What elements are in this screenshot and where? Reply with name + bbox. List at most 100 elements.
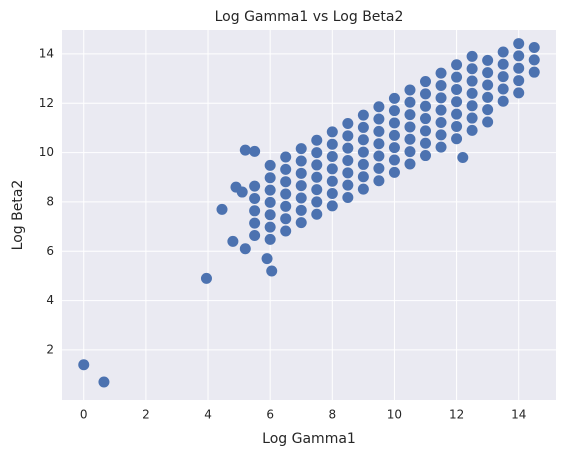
point: [342, 117, 354, 129]
point: [513, 75, 525, 87]
point: [249, 205, 261, 217]
point: [227, 235, 239, 247]
point: [216, 203, 228, 215]
point: [264, 159, 276, 171]
point: [311, 159, 323, 171]
point: [357, 146, 369, 158]
point: [420, 76, 432, 88]
point: [311, 196, 323, 208]
point: [404, 96, 416, 108]
point: [451, 83, 463, 95]
point: [388, 129, 400, 141]
point: [98, 376, 110, 388]
point: [482, 54, 494, 66]
x-tick-label: 12: [449, 408, 464, 422]
point: [326, 151, 338, 163]
point: [513, 38, 525, 50]
point: [420, 100, 432, 112]
point: [280, 225, 292, 237]
point: [342, 191, 354, 203]
point: [466, 63, 478, 75]
point: [404, 133, 416, 145]
point: [435, 117, 447, 128]
point: [280, 176, 292, 188]
y-tick-label: 12: [39, 96, 54, 110]
point: [357, 183, 369, 195]
point: [200, 272, 212, 284]
point: [373, 175, 385, 187]
point: [295, 204, 307, 216]
point: [373, 162, 385, 174]
point: [497, 71, 509, 83]
point: [261, 253, 273, 265]
point: [451, 108, 463, 120]
point: [280, 163, 292, 175]
point: [342, 130, 354, 142]
point: [388, 117, 400, 129]
point: [264, 172, 276, 184]
point: [342, 179, 354, 191]
point: [311, 134, 323, 146]
point: [326, 126, 338, 138]
y-tick-label: 2: [46, 342, 54, 356]
point: [239, 243, 251, 255]
point: [295, 192, 307, 204]
point: [388, 105, 400, 117]
point: [513, 87, 525, 99]
point: [420, 113, 432, 125]
point: [420, 137, 432, 149]
point: [373, 138, 385, 150]
point: [388, 166, 400, 178]
point: [357, 171, 369, 183]
point: [497, 46, 509, 58]
point: [295, 143, 307, 155]
point: [528, 66, 540, 78]
point: [482, 79, 494, 91]
point: [295, 217, 307, 229]
point: [357, 134, 369, 146]
x-tick-label: 8: [328, 408, 336, 422]
point: [513, 50, 525, 62]
x-axis-label: Log Gamma1: [262, 431, 356, 447]
x-tick-label: 10: [387, 408, 402, 422]
point: [280, 200, 292, 212]
point: [373, 150, 385, 162]
point: [280, 213, 292, 225]
point: [435, 104, 447, 116]
point: [373, 101, 385, 113]
point: [435, 67, 447, 79]
point: [466, 112, 478, 124]
point: [420, 125, 432, 137]
point: [264, 221, 276, 233]
x-tick-label: 4: [204, 408, 212, 422]
point: [497, 58, 509, 70]
point: [451, 120, 463, 132]
point: [388, 92, 400, 104]
point: [311, 171, 323, 183]
point: [280, 151, 292, 163]
point: [311, 208, 323, 220]
point: [451, 133, 463, 145]
y-axis-label: Log Beta2: [10, 180, 26, 251]
x-tick-label: 14: [511, 408, 526, 422]
point: [466, 100, 478, 112]
point: [404, 158, 416, 170]
point: [266, 265, 278, 277]
point: [420, 88, 432, 100]
point: [249, 145, 261, 157]
point: [435, 141, 447, 153]
point: [435, 92, 447, 104]
point: [482, 104, 494, 116]
point: [528, 54, 540, 66]
point: [466, 50, 478, 62]
point: [420, 150, 432, 162]
point: [295, 180, 307, 192]
point: [326, 200, 338, 212]
point: [497, 83, 509, 95]
y-tick-label: 10: [39, 145, 54, 159]
point: [326, 163, 338, 175]
y-tick-label: 6: [46, 244, 54, 258]
y-tick-label: 14: [39, 46, 54, 60]
point: [249, 180, 261, 192]
